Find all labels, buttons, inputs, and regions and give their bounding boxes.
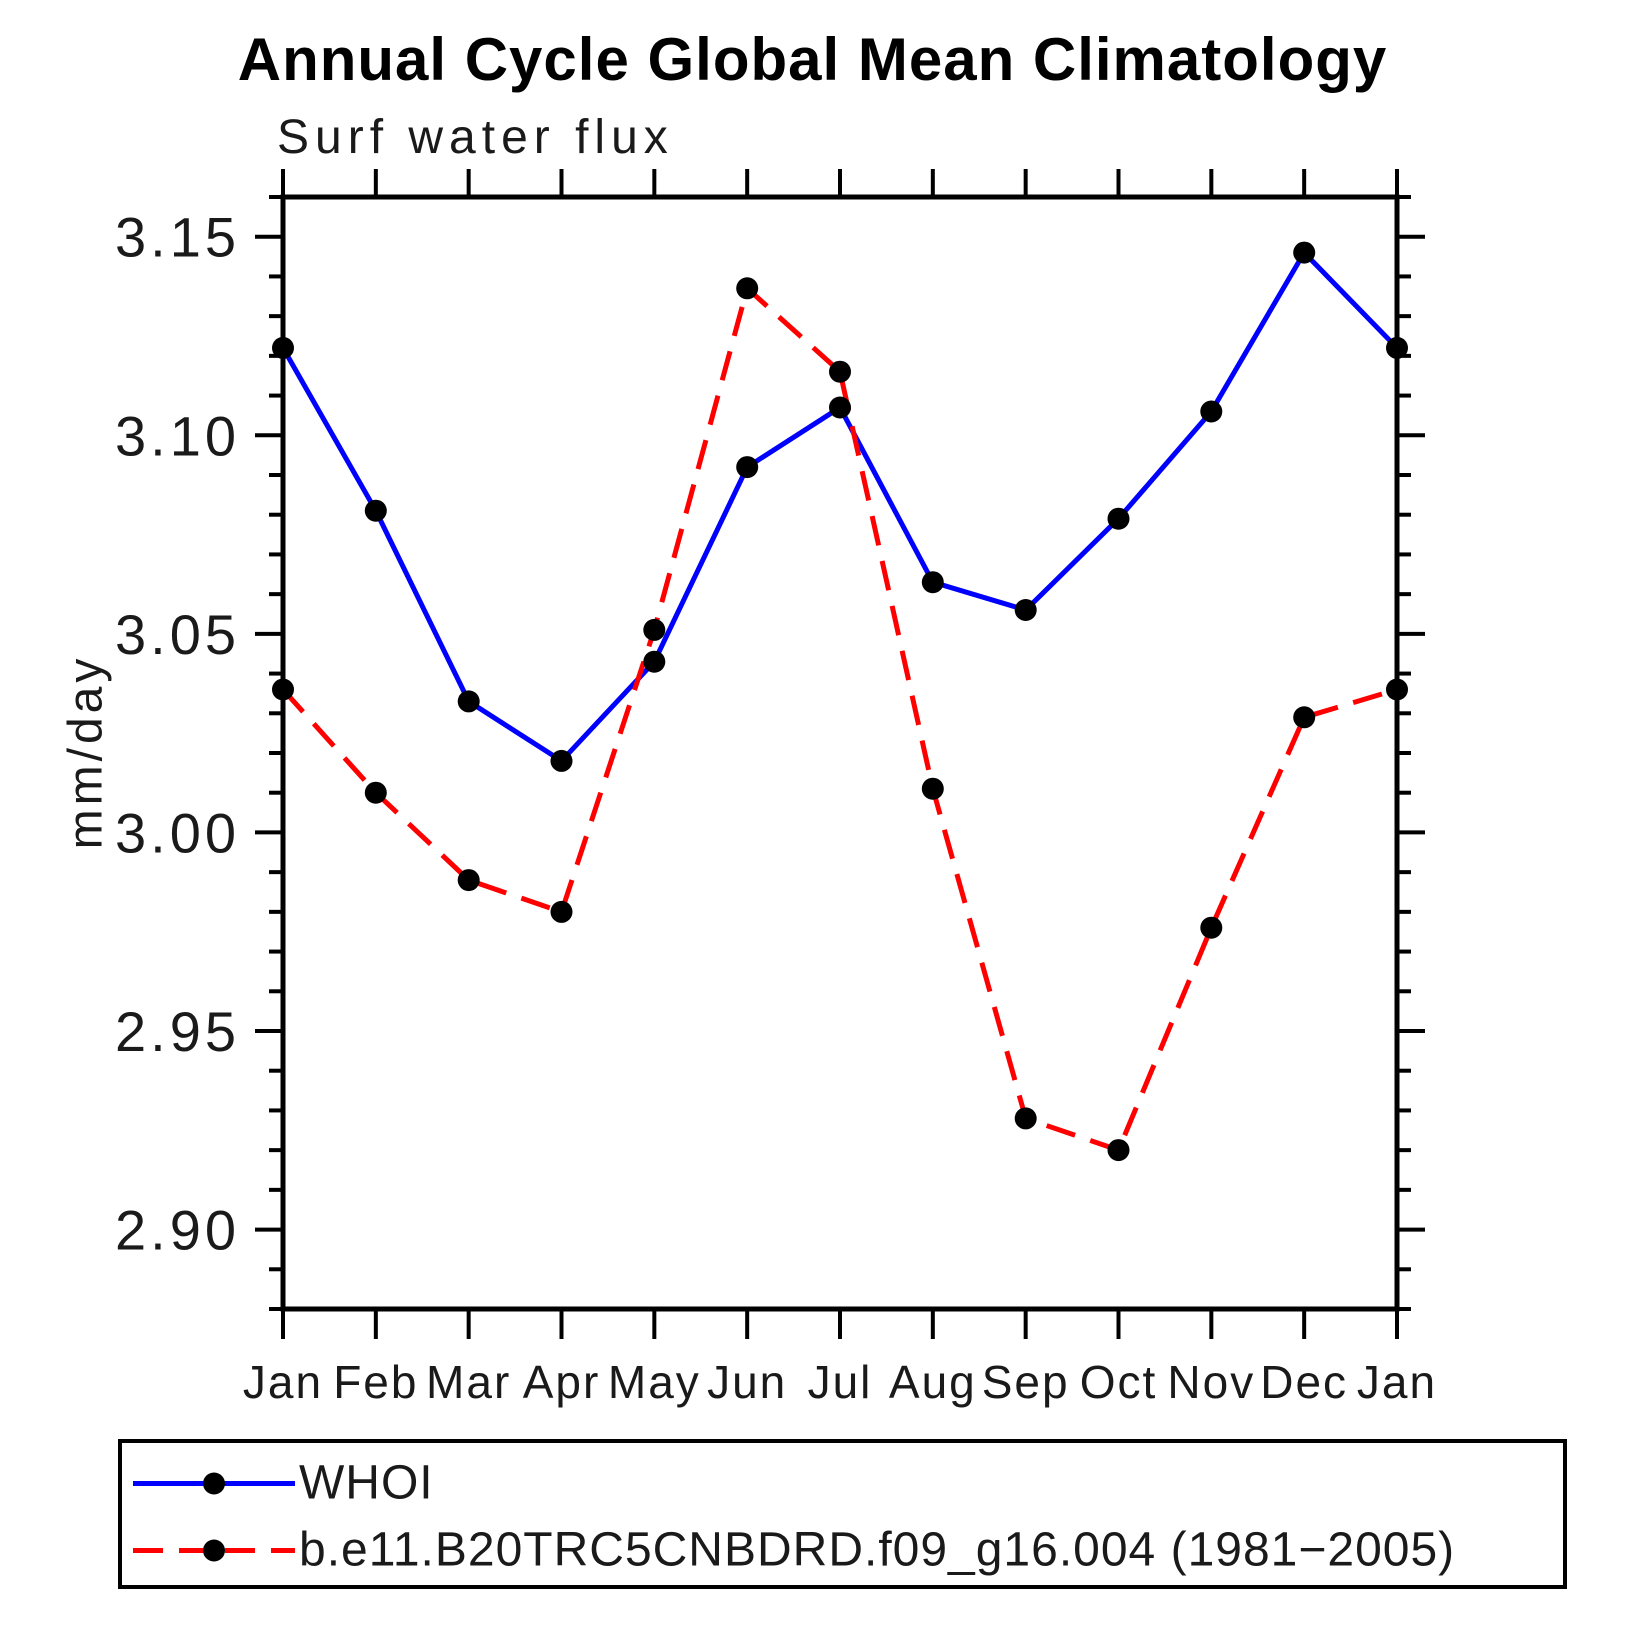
x-tick-label: Jun	[707, 1356, 787, 1408]
data-point-marker-series-0	[829, 396, 851, 419]
data-point-marker-series-1	[272, 678, 294, 701]
legend-line-sample-solid	[133, 1472, 295, 1494]
data-point-marker-series-0	[1014, 599, 1037, 621]
data-point-marker-series-1	[829, 360, 851, 383]
legend-item-whoi: WHOI	[127, 1456, 434, 1511]
legend-item-model: b.e11.B20TRC5CNBDRD.f09_g16.004 (1981−20…	[127, 1523, 1455, 1578]
data-point-marker-series-1	[736, 277, 759, 300]
series-line-0	[280, 248, 1399, 765]
chart-subtitle: Surf water flux	[277, 111, 674, 164]
y-tick-label: 2.95	[115, 1000, 240, 1063]
x-tick-label: Apr	[523, 1356, 601, 1408]
data-point-marker-series-1	[1293, 706, 1316, 729]
legend-label: WHOI	[299, 1456, 434, 1510]
data-point-marker-series-1	[364, 781, 387, 804]
data-point-marker-series-0	[643, 650, 666, 673]
data-point-marker-series-0	[550, 749, 573, 772]
data-point-marker-series-1	[550, 900, 573, 923]
x-tick-label: Dec	[1260, 1356, 1348, 1408]
chart-title: Annual Cycle Global Mean Climatology	[237, 26, 1388, 93]
y-tick-label: 3.00	[115, 801, 240, 864]
legend-line-sample-dashed	[133, 1539, 295, 1561]
data-point-marker-series-1	[1386, 678, 1408, 701]
data-point-marker-series-0	[1293, 241, 1316, 264]
data-point-marker-series-0	[921, 571, 944, 594]
data-point-marker-series-0	[736, 456, 759, 479]
x-tick-label: May	[608, 1356, 701, 1408]
x-tick-label: Sep	[982, 1356, 1070, 1408]
data-point-marker-series-1	[643, 618, 666, 641]
x-tick-label: Jul	[808, 1356, 873, 1408]
y-tick-label: 3.15	[115, 206, 240, 269]
data-point-marker-series-1	[1014, 1107, 1037, 1130]
x-tick-label: Oct	[1080, 1356, 1158, 1408]
x-tick-label: Aug	[889, 1356, 977, 1408]
data-point-marker-series-1	[1107, 1139, 1130, 1162]
data-point-marker-series-0	[1386, 336, 1408, 359]
y-tick-label: 3.10	[115, 404, 240, 467]
x-tick-label: Feb	[333, 1356, 418, 1408]
x-tick-label: Jan	[243, 1356, 323, 1408]
x-tick-label: Nov	[1167, 1356, 1255, 1408]
data-point-marker-series-0	[272, 336, 294, 359]
y-tick-label: 3.05	[115, 603, 240, 666]
data-point-marker-series-1	[921, 777, 944, 800]
data-point-marker-series-0	[1107, 507, 1130, 530]
legend-label: b.e11.B20TRC5CNBDRD.f09_g16.004 (1981−20…	[299, 1523, 1456, 1577]
data-point-marker-series-1	[457, 869, 480, 892]
x-tick-label: Jan	[1357, 1356, 1437, 1408]
data-point-marker-series-0	[364, 499, 387, 522]
data-point-marker-series-0	[1200, 400, 1223, 423]
data-point-marker-series-0	[457, 690, 480, 713]
y-tick-label: 2.90	[115, 1199, 240, 1262]
plot-frame	[280, 194, 1400, 1312]
legend: WHOI b.e11.B20TRC5CNBDRD.f09_g16.004 (19…	[118, 1439, 1567, 1589]
data-point-marker-series-1	[1200, 916, 1223, 939]
x-tick-label: Mar	[426, 1356, 511, 1408]
